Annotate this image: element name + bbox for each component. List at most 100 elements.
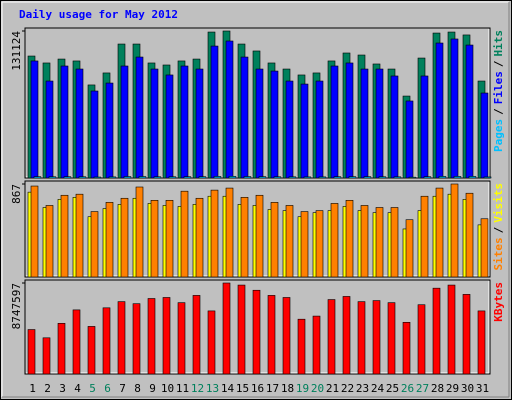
x-tick-label: 2 [44, 382, 51, 395]
bar [282, 297, 291, 375]
x-tick-label: 27 [416, 382, 429, 395]
bar [420, 75, 429, 179]
bar [105, 202, 114, 278]
bar [357, 301, 366, 375]
bar [465, 44, 474, 179]
bar [450, 38, 459, 179]
bar [267, 295, 276, 375]
bar [327, 299, 336, 375]
bar [315, 210, 324, 278]
bar [477, 310, 486, 375]
bar [195, 68, 204, 179]
x-tick-label: 3 [59, 382, 66, 395]
bar [315, 80, 324, 179]
bar [345, 200, 354, 278]
x-tick-label: 10 [161, 382, 174, 395]
bar [135, 186, 144, 278]
bar [180, 190, 189, 278]
bar [435, 42, 444, 179]
bar [480, 218, 489, 278]
bar [303, 176, 312, 179]
bar [372, 300, 381, 375]
bar [480, 92, 489, 179]
bar [105, 82, 114, 179]
bar [228, 176, 237, 179]
bar [147, 298, 156, 375]
legend-separator: / [492, 108, 505, 115]
bar [405, 100, 414, 179]
bar [78, 176, 87, 179]
x-tick-label: 26 [401, 382, 414, 395]
bar [447, 284, 456, 375]
bar [252, 289, 261, 375]
bar [330, 65, 339, 179]
x-tick-label: 24 [371, 382, 385, 395]
bar [123, 176, 132, 179]
bar [42, 337, 51, 375]
bar [402, 321, 411, 375]
bar [165, 200, 174, 278]
bar [120, 197, 129, 278]
bar [138, 176, 147, 179]
x-tick-label: 11 [176, 382, 189, 395]
bar [405, 219, 414, 278]
chart-title: Daily usage for May 2012 [19, 8, 178, 21]
bar [255, 194, 264, 278]
bar [30, 185, 39, 278]
bar [360, 68, 369, 179]
bar [345, 62, 354, 179]
bar [270, 70, 279, 179]
bar [285, 205, 294, 278]
bar [60, 65, 69, 179]
bar [450, 183, 459, 278]
bar [225, 187, 234, 278]
bar [390, 75, 399, 179]
bar [432, 287, 441, 375]
x-tick-label: 28 [431, 382, 444, 395]
bar [333, 176, 342, 179]
bar [195, 197, 204, 278]
bar [180, 65, 189, 179]
bar [387, 302, 396, 375]
bar [240, 197, 249, 278]
legend-entry: Visits [492, 183, 505, 223]
legend: Pages / Files / Hits [492, 30, 505, 152]
bar [132, 303, 141, 375]
legend-separator: / [492, 60, 505, 67]
x-tick-label: 1 [29, 382, 36, 395]
bar [210, 189, 219, 278]
bar [198, 176, 207, 179]
y-tick-label: 131124 [10, 31, 23, 71]
bar [135, 56, 144, 179]
bar [363, 176, 372, 179]
bar [210, 45, 219, 179]
bar [162, 297, 171, 375]
x-tick-label: 23 [356, 382, 369, 395]
bar [117, 301, 126, 375]
bar [90, 211, 99, 278]
x-tick-label: 18 [281, 382, 294, 395]
bar [288, 176, 297, 179]
bar [270, 202, 279, 278]
bar [30, 60, 39, 179]
x-tick-label: 8 [134, 382, 141, 395]
x-tick-label: 9 [149, 382, 156, 395]
bar [342, 296, 351, 375]
bar [192, 295, 201, 375]
bar [468, 176, 477, 179]
bar [75, 193, 84, 278]
x-tick-label: 29 [446, 382, 459, 395]
bar [102, 307, 111, 375]
bar [312, 315, 321, 375]
bar [393, 176, 402, 179]
bar [297, 318, 306, 375]
x-tick-label: 7 [119, 382, 126, 395]
x-tick-label: 13 [206, 382, 219, 395]
bar [108, 176, 117, 179]
x-tick-label: 6 [104, 382, 111, 395]
bar [48, 176, 57, 179]
bar [168, 176, 177, 179]
bar [300, 83, 309, 179]
bar [240, 56, 249, 179]
